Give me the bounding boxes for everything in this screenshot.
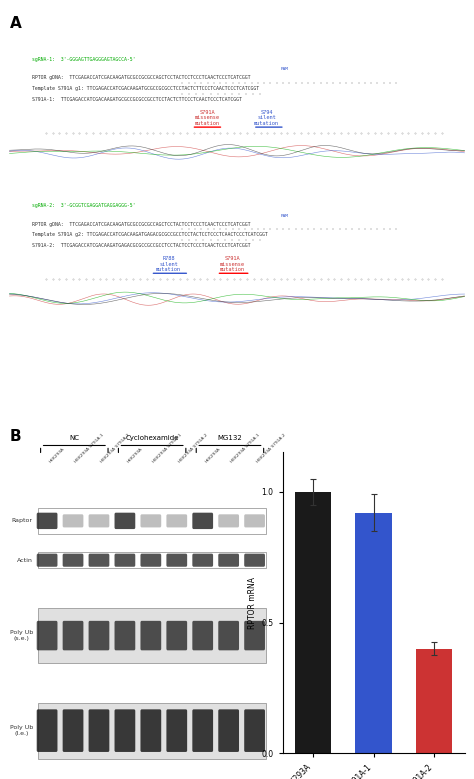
- Text: B: B: [9, 429, 21, 444]
- Text: mutation: mutation: [220, 267, 245, 272]
- Text: A: A: [9, 16, 21, 30]
- Text: S791A: S791A: [225, 256, 240, 261]
- Text: missense: missense: [195, 115, 220, 121]
- Text: PAM: PAM: [280, 213, 288, 217]
- Text: sgRNA-1:  3'-GGGAGTTGAGGGAGTAGCCA-5': sgRNA-1: 3'-GGGAGTTGAGGGAGTAGCCA-5': [32, 58, 136, 62]
- Text: mutation: mutation: [195, 121, 220, 125]
- Text: Template S791A g1: TTCGAGACCATCGACAAGATGCGCCGCGCCTCCTACTCTTCCCTCAACTCCCTCATCGGT: Template S791A g1: TTCGAGACCATCGACAAGATG…: [32, 86, 259, 91]
- Text: RPTOR gDNA:  TTCGAGACCATCGACAAGATGCGCCGCGCCAGCTCCTACTCCTCCCTCAACTCCCTCATCGGT: RPTOR gDNA: TTCGAGACCATCGACAAGATGCGCCGCG…: [32, 76, 251, 80]
- Text: sgRNA-2:  3'-GCGGTCGAGGATGAGGAGGG-5': sgRNA-2: 3'-GCGGTCGAGGATGAGGAGGG-5': [32, 203, 136, 209]
- Text: S794: S794: [260, 110, 273, 115]
- Text: RPTOR gDNA:  TTCGAGACCATCGACAAGATGCGCCGCGCCAGCTCCTACTCCTCCCTCAACTCCCTCATCGGT: RPTOR gDNA: TTCGAGACCATCGACAAGATGCGCCGCG…: [32, 221, 251, 227]
- Text: S791A-1:  TTCGAGACCATCGACAAGATGCGCCGCGCCGCCTCCTACTCTTCCCTCAACTCCCTCATCGGT: S791A-1: TTCGAGACCATCGACAAGATGCGCCGCGCCG…: [32, 97, 242, 102]
- Text: S791A-2:  TTCGAGACCATCGACAAGATGAGACGCGCCGCCGCCTCCTACTCCTCCCTCAACTCCCTCATCGGT: S791A-2: TTCGAGACCATCGACAAGATGAGACGCGCCG…: [32, 243, 251, 248]
- Text: R788: R788: [163, 256, 175, 261]
- Text: silent: silent: [159, 262, 178, 266]
- Text: mutation: mutation: [254, 121, 279, 125]
- Text: Template S791A g2: TTCGAGACCATCGACAAGATGAGACGCGCCGCCTCCTACTCCTCCCTCAACTCCCTCATCG: Template S791A g2: TTCGAGACCATCGACAAGATG…: [32, 232, 268, 238]
- Text: mutation: mutation: [156, 267, 181, 272]
- Text: missense: missense: [220, 262, 245, 266]
- Text: S791A: S791A: [200, 110, 215, 115]
- Text: PAM: PAM: [280, 68, 288, 72]
- Text: silent: silent: [257, 115, 276, 121]
